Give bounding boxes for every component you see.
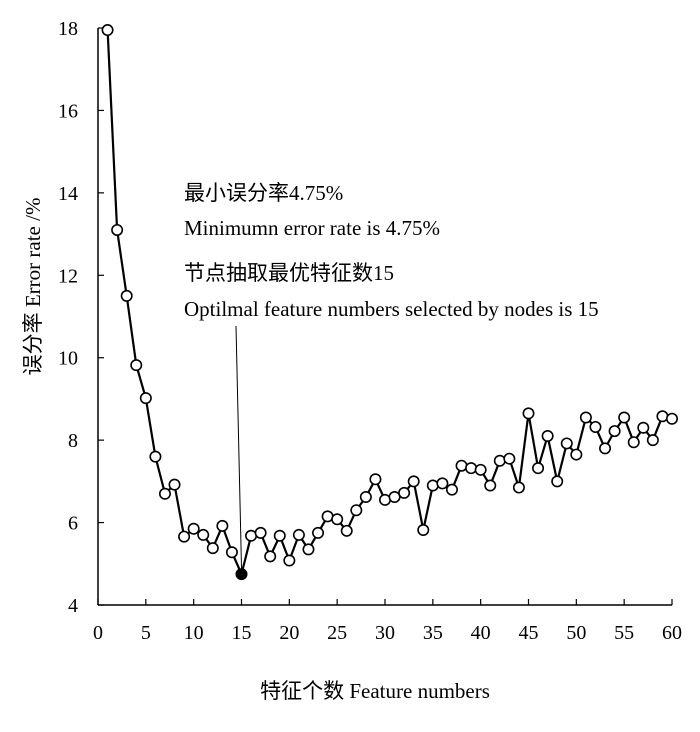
data-point <box>417 523 430 536</box>
data-point <box>120 289 133 302</box>
data-point <box>618 411 631 424</box>
y-tick-label: 6 <box>68 513 78 535</box>
data-point <box>665 412 678 425</box>
y-axis-title: 误分率 Error rate /% <box>21 198 45 376</box>
data-point <box>264 550 277 563</box>
data-point <box>484 479 497 492</box>
data-point <box>560 437 573 450</box>
data-point <box>158 487 171 500</box>
y-ticks: 4 6 8 10 12 14 16 18 <box>58 18 104 617</box>
data-point <box>149 450 162 463</box>
data-point <box>388 491 401 504</box>
data-point <box>541 430 554 443</box>
annotation-min-error-en: Minimumn error rate is 4.75% <box>184 216 440 240</box>
x-tick-label: 35 <box>423 622 443 644</box>
x-tick-label: 0 <box>93 622 103 644</box>
data-point <box>532 462 545 475</box>
data-point <box>579 411 592 424</box>
data-point <box>570 448 583 461</box>
data-point <box>225 546 238 559</box>
x-tick-label: 55 <box>614 622 634 644</box>
x-tick-label: 50 <box>566 622 586 644</box>
y-tick-label: 18 <box>58 18 78 40</box>
x-tick-label: 15 <box>232 622 252 644</box>
data-point <box>359 491 372 504</box>
data-point <box>187 522 200 535</box>
data-point <box>407 475 420 488</box>
data-point <box>455 459 468 472</box>
data-point <box>599 442 612 455</box>
y-tick-label: 10 <box>58 348 78 370</box>
data-point <box>168 478 181 491</box>
x-tick-label: 25 <box>327 622 347 644</box>
highlight-point <box>235 568 248 581</box>
data-point <box>331 513 344 526</box>
y-tick-label: 16 <box>58 100 78 122</box>
x-tick-label: 40 <box>471 622 491 644</box>
data-point <box>398 486 411 499</box>
x-ticks: 0 5 10 15 20 25 30 35 40 45 50 55 60 <box>93 599 682 644</box>
data-point <box>101 24 114 37</box>
y-tick-label: 12 <box>58 265 78 287</box>
data-point <box>493 454 506 467</box>
annotation-leader-line <box>235 325 242 569</box>
data-point <box>426 479 439 492</box>
data-point <box>340 524 353 537</box>
x-tick-label: 20 <box>279 622 299 644</box>
data-point <box>302 543 315 556</box>
data-point <box>139 392 152 405</box>
annotation-min-error-cn: 最小误分率4.75% <box>184 181 343 205</box>
annotation-optimal-cn: 节点抽取最优特征数15 <box>184 261 394 285</box>
data-point <box>522 407 535 420</box>
x-tick-label: 60 <box>662 622 682 644</box>
annotation-optimal-en: Optilmal feature numbers selected by nod… <box>184 297 599 321</box>
x-tick-label: 30 <box>375 622 395 644</box>
y-tick-label: 4 <box>68 595 78 617</box>
data-point <box>646 434 659 447</box>
y-tick-label: 8 <box>68 430 78 452</box>
x-axis-title: 特征个数 Feature numbers <box>260 679 490 703</box>
data-point <box>637 421 650 434</box>
data-point <box>130 359 143 372</box>
data-point <box>350 504 363 517</box>
x-tick-label: 10 <box>184 622 204 644</box>
data-point <box>283 554 296 567</box>
data-point <box>292 528 305 541</box>
data-point <box>656 410 669 423</box>
data-point <box>312 526 325 539</box>
data-point <box>436 477 449 490</box>
data-point <box>254 526 267 539</box>
data-point <box>503 452 516 465</box>
data-point <box>589 420 602 433</box>
x-tick-label: 45 <box>519 622 539 644</box>
data-point <box>512 481 525 494</box>
data-point <box>608 425 621 438</box>
data-point <box>178 530 191 543</box>
data-point <box>465 462 478 475</box>
data-point <box>551 475 564 488</box>
data-point <box>111 223 124 236</box>
data-point <box>206 542 219 555</box>
data-point <box>216 519 229 532</box>
data-point <box>197 528 210 541</box>
data-point <box>273 529 286 542</box>
y-tick-label: 14 <box>58 183 78 205</box>
data-points <box>101 24 678 581</box>
data-point <box>627 436 640 449</box>
data-point <box>474 463 487 476</box>
data-point <box>445 483 458 496</box>
data-point <box>369 473 382 486</box>
x-tick-label: 5 <box>141 622 151 644</box>
